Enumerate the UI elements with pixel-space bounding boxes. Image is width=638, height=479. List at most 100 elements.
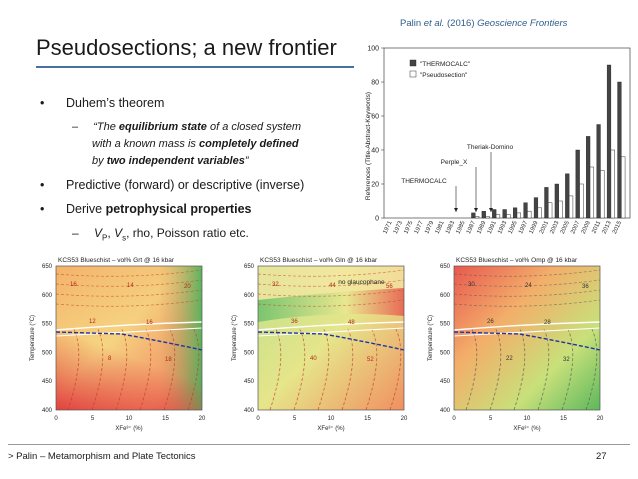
- pseudosection-panel: 16 12 8 14 16 18 20 KCS53 Blueschist – vol% Grt…: [30, 257, 206, 432]
- bullet-text: Duhem’s theorem: [66, 96, 165, 110]
- x-tick-label: 1971: [382, 220, 393, 235]
- footer-text: > Palin – Metamorphism and Plate Tectoni…: [8, 451, 196, 462]
- bar-pseudosection: [506, 214, 511, 219]
- bar-pseudosection: [474, 216, 480, 219]
- phase-boundary: [453, 327, 601, 337]
- contour-line-upper: [55, 279, 203, 287]
- annotation-arrowhead: [474, 208, 478, 212]
- panel-note: no glaucophane: [338, 279, 385, 286]
- x-tick-label: 1989: [476, 220, 487, 235]
- y-tick-label: 600: [440, 293, 451, 299]
- y-tick-label: 80: [371, 80, 379, 87]
- chart-annotation: THERMOCALC: [401, 178, 447, 185]
- panel-ylabel: Temperature (°C): [30, 315, 36, 361]
- panel-frame: [453, 265, 601, 411]
- citation-etal: et al.: [423, 18, 445, 29]
- contour-label: 36: [582, 284, 589, 290]
- contour-line-upper: [453, 289, 601, 297]
- bar-pseudosection: [495, 214, 501, 219]
- y-tick-label: 400: [244, 408, 255, 414]
- phase-boundary: [257, 321, 405, 331]
- x-tick-label: 2009: [581, 220, 592, 235]
- x-tick-label: 1997: [518, 220, 529, 235]
- x-tick-label: 1975: [403, 220, 414, 235]
- x-tick-label: 15: [364, 416, 371, 422]
- y-tick-label: 450: [42, 379, 53, 385]
- x-tick-label: 2013: [602, 220, 613, 235]
- y-tick-label: 550: [440, 322, 451, 328]
- contour-line: [341, 329, 354, 411]
- y-tick-label: 600: [244, 293, 255, 299]
- x-tick-label: 1999: [529, 220, 540, 235]
- x-tick-label: 10: [524, 416, 531, 422]
- x-tick-label: 20: [597, 416, 604, 422]
- contour-line: [91, 329, 104, 411]
- x-tick-label: 1993: [497, 220, 508, 235]
- contour-line: [389, 329, 402, 411]
- contour-label: 40: [310, 356, 317, 362]
- bar-thermocalc: [617, 81, 622, 219]
- contour-line-upper: [257, 289, 405, 297]
- contour-label: 22: [506, 356, 513, 362]
- chart-annotation: Theriak-Domino: [467, 144, 514, 151]
- bar-pseudosection: [610, 149, 615, 219]
- contour-label: 44: [329, 283, 336, 289]
- quote-open: “The: [93, 121, 119, 133]
- contour-label: 48: [348, 320, 355, 326]
- y-tick-label: 500: [244, 350, 255, 356]
- panel-ylabel: Temperature (°C): [232, 315, 238, 361]
- phase-boundary: [55, 321, 203, 331]
- y-tick-label: 550: [42, 322, 53, 328]
- panel-background: [454, 266, 600, 410]
- x-tick-label: 2007: [570, 220, 581, 235]
- contour-line-upper: [453, 269, 601, 277]
- bar-pseudosection: [548, 202, 553, 219]
- vs-sub: s: [122, 233, 127, 243]
- phase-boundary: [55, 327, 203, 337]
- reaction-line: [257, 331, 405, 351]
- annotation-arrowhead: [489, 208, 493, 212]
- panel-frame: [55, 265, 203, 411]
- contour-label: 26: [487, 319, 494, 325]
- contour-line: [187, 329, 200, 411]
- contour-label: 56: [386, 284, 393, 290]
- bar-thermocalc: [533, 197, 539, 219]
- annotation-arrowhead: [454, 208, 458, 212]
- slide-title: Pseudosections; a new frontier: [36, 35, 337, 60]
- quote-rest-1: of a closed system: [206, 121, 302, 133]
- x-tick-label: 15: [560, 416, 567, 422]
- bar-pseudosection: [579, 183, 584, 219]
- quote-pre-2: with a known mass is: [92, 138, 199, 150]
- quote-bold-2: completely defined: [198, 138, 299, 150]
- contour-line: [163, 329, 176, 411]
- y-tick-label: 500: [440, 350, 451, 356]
- x-tick-label: 1987: [466, 220, 477, 235]
- quote-line-1: – “The equilibrium state of a closed sys…: [72, 121, 301, 133]
- bar-thermocalc: [492, 209, 497, 219]
- phase-boundary: [453, 321, 601, 331]
- x-tick-label: 1985: [456, 220, 467, 235]
- contour-line-upper: [55, 299, 203, 307]
- bar-pseudosection: [516, 212, 521, 219]
- sub-dash: –: [72, 226, 79, 240]
- x-tick-label: 1983: [445, 220, 456, 235]
- chart-ylabel: References (Title-Abstract-Keywords): [365, 92, 372, 200]
- contour-label: 18: [165, 357, 172, 363]
- panel-title: KCS53 Blueschist – vol% Gln @ 16 kbar: [260, 257, 378, 264]
- bar-pseudosection: [527, 210, 532, 219]
- y-tick-label: 450: [244, 379, 255, 385]
- y-tick-label: 650: [440, 264, 451, 270]
- contour-line: [537, 329, 550, 411]
- y-tick-label: 650: [244, 264, 255, 270]
- panel-overlay: [56, 266, 202, 410]
- bar-pseudosection: [537, 207, 542, 219]
- bullet-dot: •: [40, 178, 45, 192]
- bar-thermocalc: [513, 207, 518, 219]
- quote-close: ”: [244, 155, 249, 167]
- x-tick-label: 10: [328, 416, 335, 422]
- bullet-text: Predictive (forward) or descriptive (inv…: [66, 178, 305, 192]
- contour-label: 16: [70, 282, 77, 288]
- bar-thermocalc: [502, 209, 507, 219]
- title-underline: [36, 66, 354, 68]
- x-tick-label: 10: [126, 416, 133, 422]
